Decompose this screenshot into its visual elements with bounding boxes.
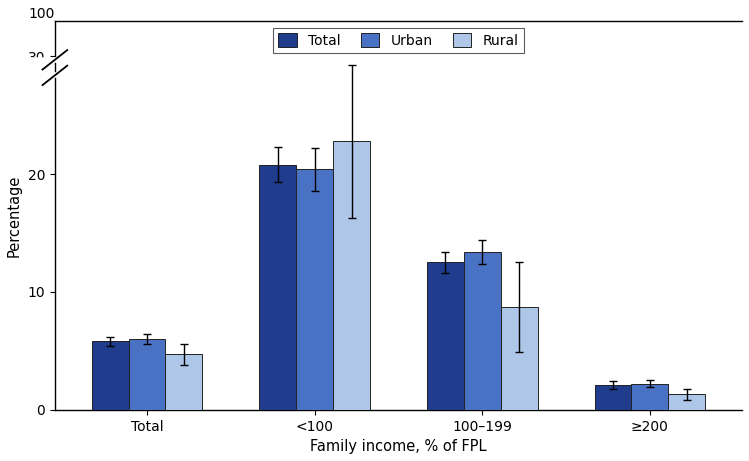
Bar [500, 307, 538, 410]
Bar [631, 384, 668, 410]
Bar [129, 339, 166, 410]
Bar [166, 355, 202, 410]
Bar [333, 141, 370, 410]
Legend: Total, Urban, Rural: Total, Urban, Rural [273, 28, 524, 53]
Bar [427, 262, 464, 410]
Bar [668, 395, 705, 410]
Bar [259, 165, 296, 410]
Bar [296, 169, 333, 410]
Bar [595, 385, 631, 410]
Text: 100: 100 [28, 7, 55, 21]
Y-axis label: Percentage: Percentage [7, 174, 22, 257]
X-axis label: Family income, % of FPL: Family income, % of FPL [310, 439, 487, 454]
Bar [464, 252, 500, 410]
Bar [91, 342, 129, 410]
